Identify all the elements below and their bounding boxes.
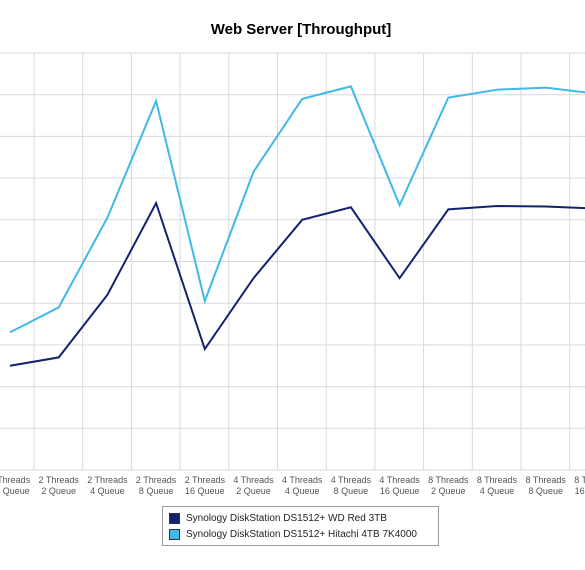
x-tick-label: 4 Threads 2 Queue [233,475,274,496]
chart-title: Web Server [Throughput] [211,21,392,38]
series-line-1 [9,85,585,334]
x-tick-label: 2 Threads 8 Queue [136,475,177,496]
x-tick-label: 8 Threads 8 Queue [526,475,567,496]
x-tick-label: 4 Threads 16 Queue [379,475,420,496]
x-tick-label: 4 Threads 8 Queue [331,475,372,496]
x-tick-label: 8 Threads 4 Queue [477,475,518,496]
grid [0,52,585,471]
legend-swatch-hitachi [169,528,180,540]
x-tick-label: 2 Threads 16 Queue [185,475,226,496]
series-layer [9,85,585,367]
legend-item-wd-red: Synology DiskStation DS1512+ WD Red 3TB [169,510,432,526]
x-tick-label: 2 Threads 4 Queue [87,475,128,496]
x-tick-label: 8 Threads 2 Queue [428,475,469,496]
legend-label-hitachi: Synology DiskStation DS1512+ Hitachi 4TB… [186,528,417,540]
legend-label-wd-red: Synology DiskStation DS1512+ WD Red 3TB [186,512,387,524]
legend: Synology DiskStation DS1512+ WD Red 3TB … [162,506,439,546]
x-tick-label: 4 Threads 4 Queue [282,475,323,496]
legend-item-hitachi: Synology DiskStation DS1512+ Hitachi 4TB… [169,526,432,542]
series-line-0 [9,200,585,367]
x-tick-label: 2 Threads 2 Queue [39,475,80,496]
legend-swatch-wd-red [169,512,180,524]
